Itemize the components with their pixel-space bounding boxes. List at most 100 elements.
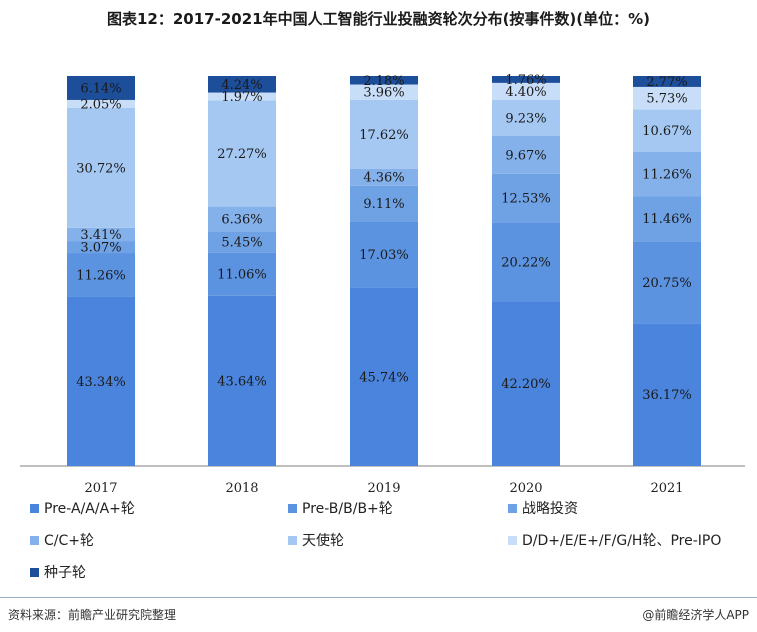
bar-segment: [350, 221, 418, 288]
data-label: 12.53%: [501, 192, 551, 207]
legend-label: 种子轮: [44, 565, 86, 581]
data-label: 2.05%: [80, 97, 121, 112]
bar-segment: [492, 76, 560, 83]
bar-segment: [633, 196, 701, 242]
data-label: 5.45%: [221, 236, 262, 251]
data-label: 11.26%: [642, 167, 692, 182]
data-label: 20.22%: [501, 256, 551, 271]
data-label: 3.96%: [363, 86, 404, 101]
bar-segment: [633, 241, 701, 324]
legend-label: C/C+轮: [44, 533, 94, 549]
bar-segment: [492, 136, 560, 174]
data-label: 3.07%: [80, 241, 121, 256]
bar-segment: [208, 100, 276, 207]
data-label: 30.72%: [76, 161, 126, 176]
bar-segment: [350, 168, 418, 186]
bar-segment: [208, 76, 276, 93]
bar-segment: [633, 151, 701, 197]
bar-segment: [492, 82, 560, 101]
data-label: 1.97%: [221, 90, 262, 105]
legend-item: 战略投资: [508, 498, 578, 518]
legend-swatch: [30, 503, 39, 513]
bar-segment: [492, 301, 560, 466]
bar-segment: [633, 76, 701, 87]
legend-swatch: [30, 535, 39, 545]
data-label: 2.18%: [363, 74, 404, 89]
legend-swatch: [288, 503, 297, 513]
legend-label: Pre-B/B/B+轮: [302, 501, 393, 517]
legend-label: Pre-A/A/A+轮: [44, 501, 135, 517]
data-label: 43.64%: [217, 374, 267, 389]
data-label: 36.17%: [642, 388, 692, 403]
source-note: 资料来源：前瞻产业研究院整理: [8, 608, 177, 622]
bar-segment: [67, 99, 135, 108]
data-label: 2.77%: [646, 75, 687, 90]
legend-swatch: [288, 535, 297, 545]
bar-segment: [67, 107, 135, 228]
x-tick-label: 2021: [650, 481, 683, 496]
legend-swatch: [508, 535, 517, 545]
legend-item: Pre-B/B/B+轮: [288, 498, 393, 518]
data-label: 3.41%: [80, 228, 121, 243]
data-label: 17.62%: [359, 128, 409, 143]
data-label: 10.67%: [642, 124, 692, 139]
data-label: 17.03%: [359, 248, 409, 263]
x-tick-label: 2017: [84, 481, 117, 496]
data-label: 27.27%: [217, 147, 267, 162]
bar-segment: [350, 84, 418, 100]
bar-segment: [208, 206, 276, 232]
bar-segment: [208, 231, 276, 253]
legend-item: Pre-A/A/A+轮: [30, 498, 135, 518]
data-label: 4.40%: [505, 85, 546, 100]
data-label: 9.11%: [363, 197, 404, 212]
bar-segment: [67, 296, 135, 466]
bar-segment: [492, 222, 560, 302]
bar-segment: [350, 287, 418, 466]
data-label: 6.36%: [221, 212, 262, 227]
data-label: 6.14%: [80, 81, 121, 96]
bar-segment: [67, 227, 135, 242]
bar-segment: [67, 76, 135, 100]
data-label: 9.23%: [505, 112, 546, 127]
data-label: 45.74%: [359, 370, 409, 385]
legend-item: 种子轮: [30, 562, 86, 582]
legend-item: D/D+/E/E+/F/G/H轮、Pre-IPO: [508, 530, 721, 550]
data-label: 43.34%: [76, 375, 126, 390]
data-label: 9.67%: [505, 148, 546, 163]
footer-divider: [0, 597, 757, 598]
legend-label: 天使轮: [302, 533, 344, 549]
legend-swatch: [30, 567, 39, 577]
data-label: 11.26%: [76, 268, 126, 283]
data-label: 4.24%: [221, 78, 262, 93]
legend-item: C/C+轮: [30, 530, 94, 550]
legend-swatch: [508, 503, 517, 513]
bar-segment: [208, 252, 276, 296]
brand-label: @前瞻经济学人APP: [642, 608, 749, 622]
bar-segment: [67, 253, 135, 297]
data-label: 11.46%: [642, 212, 692, 227]
legend-item: 天使轮: [288, 530, 344, 550]
bar-segment: [492, 173, 560, 223]
bar-segment: [633, 323, 701, 466]
data-label: 11.06%: [217, 268, 267, 283]
data-label: 4.36%: [363, 171, 404, 186]
x-tick-label: 2018: [225, 481, 258, 496]
legend-label: D/D+/E/E+/F/G/H轮、Pre-IPO: [522, 533, 722, 549]
bar-segment: [350, 99, 418, 169]
bar-segment: [633, 109, 701, 152]
data-label: 1.76%: [505, 73, 546, 88]
data-label: 20.75%: [642, 276, 692, 291]
bar-segment: [350, 185, 418, 222]
bar-segment: [208, 295, 276, 466]
x-tick-label: 2020: [509, 481, 542, 496]
data-label: 5.73%: [646, 92, 687, 107]
bar-segment: [633, 86, 701, 110]
bar-segment: [208, 92, 276, 101]
bar-segment: [492, 100, 560, 137]
legend-label: 战略投资: [522, 501, 578, 517]
x-tick-label: 2019: [367, 481, 400, 496]
chart-title: 图表12：2017-2021年中国人工智能行业投融资轮次分布(按事件数)(单位：…: [106, 10, 651, 28]
bar-segment: [350, 76, 418, 85]
data-label: 42.20%: [501, 377, 551, 392]
